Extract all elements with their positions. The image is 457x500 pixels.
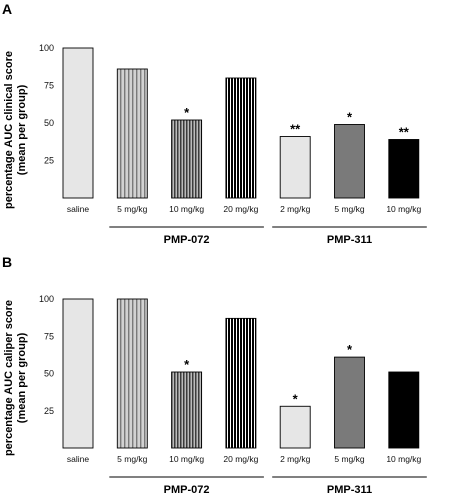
bar — [116, 298, 148, 449]
y-tick-label: 100 — [39, 43, 54, 53]
significance-marker: * — [347, 110, 353, 125]
significance-marker: * — [347, 342, 353, 357]
x-tick-label: 10 mg/kg — [169, 204, 204, 214]
bar — [388, 371, 420, 449]
panel-a: A percentage AUC clinical score (mean pe… — [2, 1, 427, 246]
bar — [62, 47, 94, 199]
y-tick-label: 50 — [44, 118, 54, 128]
y-axis-label-line1: percentage AUC caliper score — [3, 300, 15, 456]
bar — [279, 405, 311, 449]
panel-letter-a: A — [2, 1, 12, 17]
panel-b: B percentage AUC caliper score (mean per… — [2, 254, 427, 496]
bar — [279, 136, 311, 199]
x-tick-label: 10 mg/kg — [386, 204, 421, 214]
x-tick-label: 5 mg/kg — [117, 454, 148, 464]
y-axis-label-line2: (mean per group) — [16, 84, 28, 175]
x-tick-label: saline — [67, 454, 89, 464]
group-brackets: PMP-072 PMP-311 — [109, 226, 427, 246]
x-axis-labels: saline 5 mg/kg 10 mg/kg 20 mg/kg 2 mg/kg 5 mg… — [67, 454, 422, 464]
x-tick-label: 5 mg/kg — [334, 454, 365, 464]
bar — [171, 119, 203, 199]
x-tick-label: 10 mg/kg — [386, 454, 421, 464]
y-axis: 25 50 75 100 — [39, 294, 54, 416]
y-tick-label: 25 — [44, 156, 54, 166]
significance-marker: * — [293, 391, 299, 406]
y-tick-label: 50 — [44, 369, 54, 379]
group-label: PMP-311 — [327, 234, 372, 246]
significance-markers: * * * — [184, 342, 353, 406]
group-brackets: PMP-072 PMP-311 — [109, 476, 427, 496]
group-label: PMP-072 — [164, 484, 210, 496]
bar — [171, 371, 203, 449]
x-axis-labels: saline 5 mg/kg 10 mg/kg 20 mg/kg 2 mg/kg 5 mg… — [67, 204, 422, 214]
panel-letter-b: B — [2, 254, 12, 270]
group-label: PMP-072 — [164, 234, 210, 246]
x-tick-label: 2 mg/kg — [280, 454, 311, 464]
bar — [62, 298, 94, 449]
significance-marker: ** — [399, 125, 410, 140]
y-tick-label: 25 — [44, 406, 54, 416]
x-tick-label: saline — [67, 204, 89, 214]
bar — [116, 68, 148, 199]
significance-marker: * — [184, 357, 190, 372]
x-tick-label: 10 mg/kg — [169, 454, 204, 464]
y-tick-label: 75 — [44, 331, 54, 341]
group-label: PMP-311 — [327, 484, 372, 496]
x-tick-label: 20 mg/kg — [223, 204, 258, 214]
bar — [225, 317, 257, 449]
bar — [388, 139, 420, 199]
y-axis-label-line2: (mean per group) — [16, 332, 28, 423]
bars — [62, 298, 420, 449]
bar — [225, 77, 257, 199]
y-axis-label-line1: percentage AUC clinical score — [3, 51, 15, 209]
significance-marker: * — [184, 105, 190, 120]
bars — [62, 47, 420, 199]
x-tick-label: 5 mg/kg — [117, 204, 148, 214]
y-axis: 25 50 75 100 — [39, 43, 54, 166]
y-tick-label: 75 — [44, 81, 54, 91]
bar — [334, 124, 365, 199]
significance-marker: ** — [290, 122, 301, 137]
bar — [334, 356, 365, 449]
x-tick-label: 5 mg/kg — [334, 204, 365, 214]
x-tick-label: 20 mg/kg — [223, 454, 258, 464]
y-tick-label: 100 — [39, 294, 54, 304]
significance-markers: ****** — [184, 105, 410, 140]
x-tick-label: 2 mg/kg — [280, 204, 311, 214]
